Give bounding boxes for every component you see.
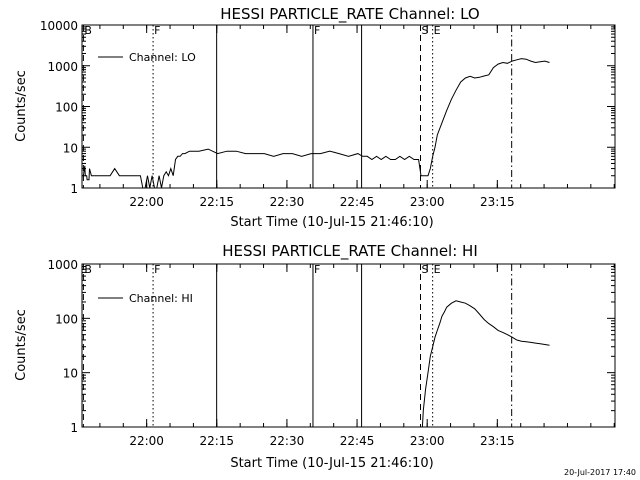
event-marker-label: F (154, 24, 160, 37)
y-tick-label: 100 (55, 312, 78, 326)
legend-label: Channel: LO (129, 51, 196, 64)
x-tick-label: 22:45 (340, 195, 375, 209)
x-axis-label: Start Time (10-Jul-15 21:46:10) (230, 456, 433, 471)
x-tick-label: 23:00 (410, 434, 445, 448)
x-tick-label: 22:00 (129, 434, 164, 448)
event-marker-label: B (84, 263, 92, 276)
x-tick-label: 22:15 (199, 195, 234, 209)
x-tick-label: 22:15 (199, 434, 234, 448)
event-marker-label: F (154, 263, 160, 276)
event-marker-label: S (422, 263, 429, 276)
x-axis: 22:00 22:15 22:30 22:45 23:00 23:15 (99, 264, 615, 448)
x-axis-label: Start Time (10-Jul-15 21:46:10) (230, 215, 433, 230)
event-marker-label: E (434, 24, 441, 37)
y-tick-label: 1 (70, 182, 78, 196)
event-marker-label: E (434, 263, 441, 276)
series-line-hi (421, 300, 550, 428)
y-tick-label: 10 (63, 367, 78, 381)
y-axis-label: Counts/sec (14, 70, 29, 142)
y-tick-label: 1 (70, 421, 78, 435)
x-tick-label: 22:00 (129, 195, 164, 209)
event-marker-label: S (422, 24, 429, 37)
x-tick-label: 22:45 (340, 434, 375, 448)
timestamp: 20-Jul-2017 17:40 (564, 468, 636, 477)
event-marker-label: F (314, 24, 320, 37)
y-tick-label: 10 (63, 141, 78, 155)
x-axis: 22:00 22:15 22:30 22:45 23:00 23:15 (99, 25, 615, 209)
legend-label: Channel: HI (129, 292, 193, 305)
plot-frame (81, 263, 616, 428)
y-axis: 1 10 100 1000 (47, 258, 615, 435)
series-line-lo (82, 58, 550, 189)
x-tick-label: 22:30 (270, 195, 305, 209)
x-tick-label: 22:30 (270, 434, 305, 448)
event-marker-label: F (314, 263, 320, 276)
x-tick-label: 23:15 (480, 195, 515, 209)
x-tick-label: 23:15 (480, 434, 515, 448)
plot-frame (81, 24, 616, 189)
panel-title: HESSI PARTICLE_RATE Channel: HI (222, 242, 478, 261)
x-tick-label: 23:00 (410, 195, 445, 209)
y-tick-label: 1000 (47, 60, 78, 74)
y-tick-label: 10000 (40, 19, 78, 33)
panel-title: HESSI PARTICLE_RATE Channel: LO (220, 5, 479, 24)
y-tick-label: 1000 (47, 258, 78, 272)
y-axis: 1 10 100 1000 10000 (40, 19, 615, 196)
y-tick-label: 100 (55, 101, 78, 115)
y-axis-label: Counts/sec (14, 309, 29, 381)
event-marker-label: B (84, 24, 92, 37)
